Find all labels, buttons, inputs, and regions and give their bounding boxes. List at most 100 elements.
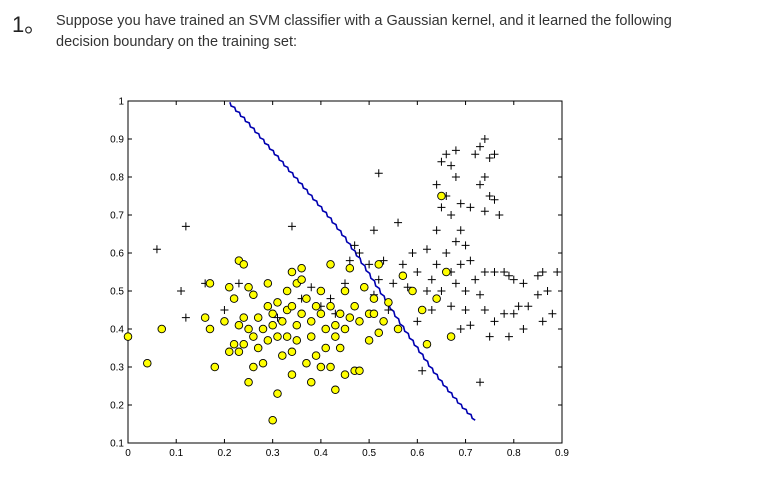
positive-point [447, 302, 456, 311]
positive-point [476, 290, 485, 299]
y-tick-label: 0.2 [110, 401, 124, 412]
negative-point [306, 317, 316, 326]
positive-point [422, 245, 431, 254]
y-tick-label: 0.3 [110, 363, 124, 374]
negative-point [225, 347, 234, 357]
negative-point [316, 309, 326, 319]
negative-point [306, 332, 316, 341]
positive-point [485, 332, 494, 341]
negative-point [210, 362, 220, 372]
plot-frame [127, 100, 563, 444]
negative-point [273, 298, 282, 307]
negative-point [311, 301, 321, 311]
negative-point [316, 286, 326, 296]
positive-point [490, 268, 499, 276]
y-tick-label: 0.4 [110, 325, 124, 336]
x-tick-label: 0.1 [169, 448, 183, 459]
negative-point [287, 301, 297, 311]
negative-point [287, 347, 297, 357]
positive-point [451, 146, 460, 155]
negative-point [316, 362, 326, 372]
positive-point [461, 241, 470, 250]
positive-point [442, 249, 451, 257]
y-tick-label: 0.5 [110, 287, 124, 298]
negative-point [287, 267, 297, 277]
negative-point [297, 309, 306, 319]
positive-point [394, 218, 403, 227]
negative-point [306, 377, 316, 387]
negative-point [244, 282, 253, 292]
negative-point [437, 191, 446, 201]
question-number: 1。 [12, 12, 47, 37]
negative-point [398, 271, 408, 281]
negative-point [282, 332, 292, 341]
positive-point [490, 317, 499, 326]
negative-point [422, 339, 432, 349]
negative-point [234, 347, 244, 357]
positive-point [374, 169, 383, 178]
negative-point [157, 324, 167, 334]
y-tick-label: 0.7 [110, 211, 124, 222]
positive-point [524, 302, 533, 311]
positive-point [480, 135, 489, 143]
positive-point [553, 268, 562, 276]
positive-point [451, 237, 460, 246]
positive-point [471, 275, 480, 284]
x-tick-label: 0.5 [362, 448, 376, 459]
decision-boundary-line [229, 102, 476, 421]
x-tick-label: 0.2 [217, 448, 231, 459]
positive-point [509, 275, 518, 284]
positive-point [447, 211, 456, 219]
positive-point [181, 222, 190, 231]
negative-point [331, 320, 340, 330]
negative-point [253, 313, 263, 322]
negative-point [408, 286, 417, 296]
positive-point [490, 195, 499, 204]
y-tick-label: 1 [118, 97, 124, 108]
negative-point [292, 320, 302, 330]
negative-point [278, 351, 287, 360]
negative-point [326, 260, 335, 269]
positive-point [355, 249, 364, 257]
x-tick-label: 0 [125, 448, 131, 459]
negative-point [331, 332, 340, 341]
negative-point [143, 358, 152, 368]
negative-point [263, 279, 273, 288]
negative-point [249, 332, 258, 341]
negative-point [200, 313, 210, 322]
negative-point [331, 385, 340, 395]
negative-point [297, 263, 306, 273]
negative-point [249, 290, 258, 300]
negative-point [244, 324, 253, 334]
positive-point [427, 306, 436, 314]
positive-point [437, 287, 446, 295]
positive-point [519, 279, 528, 288]
negative-point [234, 320, 244, 330]
positive-point [442, 150, 451, 159]
positive-point [548, 309, 557, 318]
positive-point [437, 157, 446, 166]
negative-point [123, 332, 133, 341]
positive-point [422, 287, 431, 295]
x-tick-label: 0.6 [410, 448, 424, 459]
positive-point [456, 199, 465, 208]
negative-point [239, 339, 248, 349]
negative-point [340, 370, 350, 379]
negative-point [335, 343, 345, 353]
x-tick-label: 0.3 [266, 448, 280, 459]
positive-point [504, 271, 513, 280]
positive-point [379, 256, 388, 265]
positive-point [365, 260, 374, 269]
negative-point [369, 309, 379, 319]
positive-point [427, 275, 436, 284]
negative-point [374, 328, 384, 338]
negative-point [278, 317, 287, 326]
negative-point [292, 336, 302, 345]
y-tick-label: 0.9 [110, 135, 124, 146]
positive-point [480, 173, 489, 181]
negative-point [350, 301, 359, 311]
negative-point [258, 324, 268, 334]
negative-point [374, 260, 384, 269]
positive-point [389, 279, 398, 288]
positive-point [432, 226, 441, 235]
